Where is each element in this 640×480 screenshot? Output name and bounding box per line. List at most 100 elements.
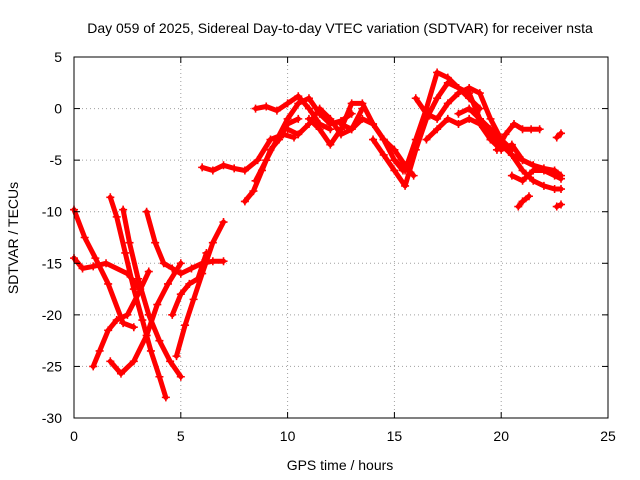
data-point [529, 176, 538, 185]
data-point [347, 125, 356, 134]
x-tick-label: 25 [600, 428, 616, 444]
data-point [272, 135, 281, 144]
data-point [401, 181, 410, 190]
data-point [518, 176, 527, 185]
data-point [193, 274, 202, 283]
data-point [557, 174, 566, 183]
data-point [89, 362, 98, 371]
data-point [524, 192, 533, 201]
data-point [240, 197, 249, 206]
data-point [262, 156, 271, 165]
data-point [104, 279, 113, 288]
data-point [123, 310, 132, 319]
data-point [262, 102, 271, 111]
y-tick-label: -25 [42, 358, 62, 374]
data-point [486, 125, 495, 134]
data-point [535, 125, 544, 134]
data-point [539, 166, 548, 175]
data-point [253, 156, 262, 165]
data-point [189, 295, 198, 304]
data-point [172, 352, 181, 361]
data-point [443, 73, 452, 82]
plot-frame [73, 56, 609, 419]
series-track-13 [251, 92, 335, 134]
data-point [454, 89, 463, 98]
data-point [272, 106, 281, 115]
data-point [326, 114, 335, 123]
data-point [557, 200, 566, 209]
data-point [168, 264, 177, 273]
data-point [518, 156, 527, 165]
data-point [163, 279, 172, 288]
data-point [153, 300, 162, 309]
data-point [168, 310, 177, 319]
data-point [134, 274, 143, 283]
series-track-23 [492, 120, 544, 154]
data-point [104, 326, 113, 335]
chart-title: Day 059 of 2025, Sidereal Day-to-day VTE… [87, 20, 593, 36]
data-point [379, 135, 388, 144]
x-tick-label: 20 [493, 428, 509, 444]
data-point [219, 257, 228, 266]
data-point [422, 109, 431, 118]
data-point [433, 114, 442, 123]
data-point [475, 89, 484, 98]
data-point [121, 248, 130, 257]
data-point [116, 369, 125, 378]
series-track-05 [119, 205, 185, 381]
x-tick-label: 10 [280, 428, 296, 444]
data-point [443, 99, 452, 108]
y-tick-label: -20 [42, 307, 62, 323]
data-point [347, 99, 356, 108]
data-point [176, 259, 185, 268]
data-point [185, 279, 194, 288]
data-point [294, 99, 303, 108]
data-point [304, 94, 313, 103]
data-point [129, 357, 138, 366]
data-point [315, 104, 324, 113]
data-point [95, 346, 104, 355]
data-point [155, 372, 164, 381]
data-point [475, 114, 484, 123]
data-point [142, 331, 151, 340]
data-point [159, 259, 168, 268]
data-point [486, 114, 495, 123]
series-line [413, 85, 515, 153]
data-point [119, 205, 128, 214]
data-point [304, 104, 313, 113]
data-point [326, 140, 335, 149]
data-point [527, 125, 536, 134]
series-track-06 [106, 259, 185, 378]
series-line [338, 116, 417, 179]
data-point [294, 114, 303, 123]
data-point [106, 357, 115, 366]
data-point [283, 114, 292, 123]
data-point [181, 321, 190, 330]
series-track-27 [552, 200, 566, 211]
data-point [176, 290, 185, 299]
data-point [390, 156, 399, 165]
data-point [507, 140, 516, 149]
y-tick-label: -10 [42, 204, 62, 220]
data-point [219, 161, 228, 170]
series-track-16 [337, 114, 418, 180]
data-point [294, 130, 303, 139]
data-point [529, 166, 538, 175]
data-point [240, 166, 249, 175]
data-point [518, 197, 527, 206]
data-point [138, 316, 147, 325]
data-point [202, 248, 211, 257]
data-point [294, 92, 303, 101]
data-point [492, 145, 501, 154]
data-point [454, 109, 463, 118]
data-point [187, 264, 196, 273]
series-line [174, 219, 226, 359]
data-point [208, 238, 217, 247]
data-point [507, 150, 516, 159]
data-point [433, 125, 442, 134]
data-point [465, 104, 474, 113]
data-point [411, 94, 420, 103]
y-tick-label: 0 [54, 101, 62, 117]
